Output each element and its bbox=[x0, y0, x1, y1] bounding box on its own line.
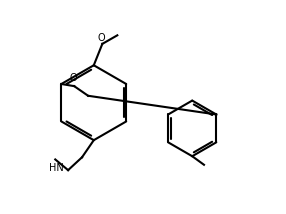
Text: O: O bbox=[69, 73, 77, 83]
Text: HN: HN bbox=[49, 163, 64, 173]
Text: O: O bbox=[98, 33, 105, 43]
